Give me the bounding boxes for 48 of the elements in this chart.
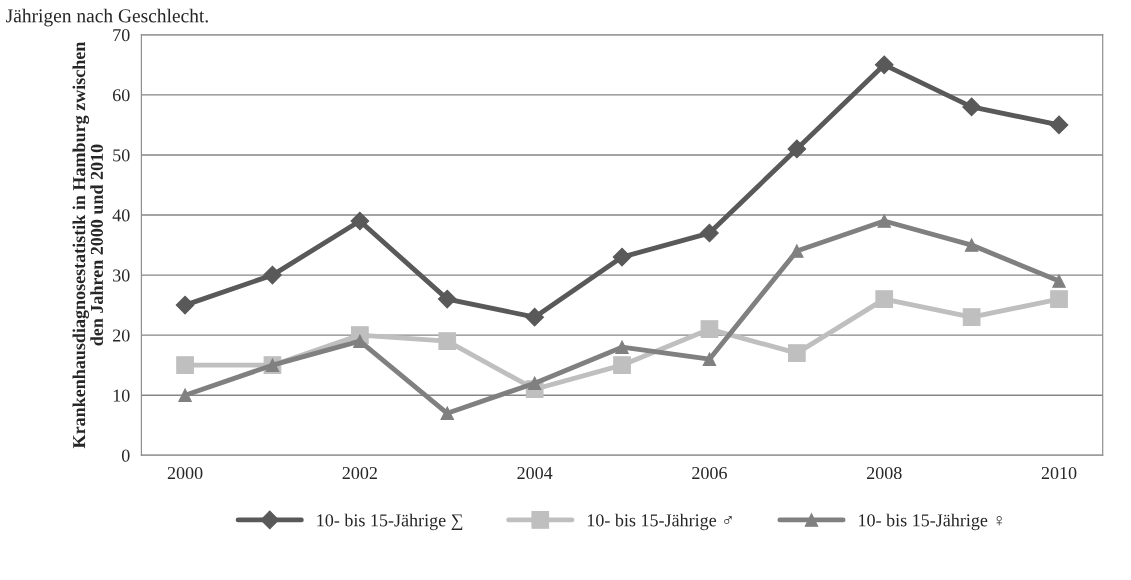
point [700, 223, 719, 243]
point [790, 244, 804, 258]
point [875, 290, 894, 308]
x-tick-label: 2008 [866, 466, 902, 480]
x-tick-label: 2010 [1041, 466, 1077, 480]
point [263, 265, 282, 285]
y-axis-title: Krankenhausdiagnosestatistik in Hamburg zwischen den Jahren 2000 und 2010 [72, 41, 104, 449]
legend-label: 10- bis 15-Jährige ♀ [859, 513, 1002, 531]
y-tick-label: 40 [112, 209, 130, 222]
x-tick-label: 2004 [517, 466, 553, 480]
point [877, 214, 892, 228]
point [874, 55, 894, 75]
point [787, 344, 806, 363]
point [1052, 274, 1066, 288]
point [787, 139, 807, 159]
text: Jährigen nach Geschlecht. [6, 8, 208, 27]
point [613, 356, 631, 375]
point [615, 340, 629, 354]
point [175, 295, 195, 315]
point [962, 97, 981, 117]
y-tick-label: 30 [113, 269, 130, 282]
point [525, 307, 545, 327]
point [612, 247, 632, 267]
point [437, 289, 457, 309]
point [440, 406, 455, 421]
point [1050, 290, 1068, 308]
point [527, 376, 542, 390]
y-tick-label: 50 [113, 149, 130, 162]
point [700, 320, 719, 338]
y-tick-label: 70 [113, 29, 130, 42]
point [350, 211, 370, 231]
point [964, 238, 979, 252]
y-tick-label: 20 [113, 329, 130, 342]
x-tick-label: 2000 [167, 466, 203, 480]
y-tick-label: 10 [113, 389, 130, 402]
point [176, 356, 194, 375]
legend-label: 10- bis 15-Jährige ♂ [587, 513, 732, 531]
legend-label: 10- bis 15-Jährige ∑ [317, 513, 463, 531]
y-tick-label: 0 [121, 449, 130, 462]
point [353, 334, 367, 348]
x-tick-label: 2006 [692, 466, 727, 480]
x-tick-label: 2002 [342, 466, 377, 480]
y-tick-label: 60 [112, 89, 130, 102]
point [962, 308, 981, 326]
point [178, 388, 192, 402]
point [702, 352, 717, 366]
point [1049, 115, 1069, 135]
point [438, 332, 457, 351]
